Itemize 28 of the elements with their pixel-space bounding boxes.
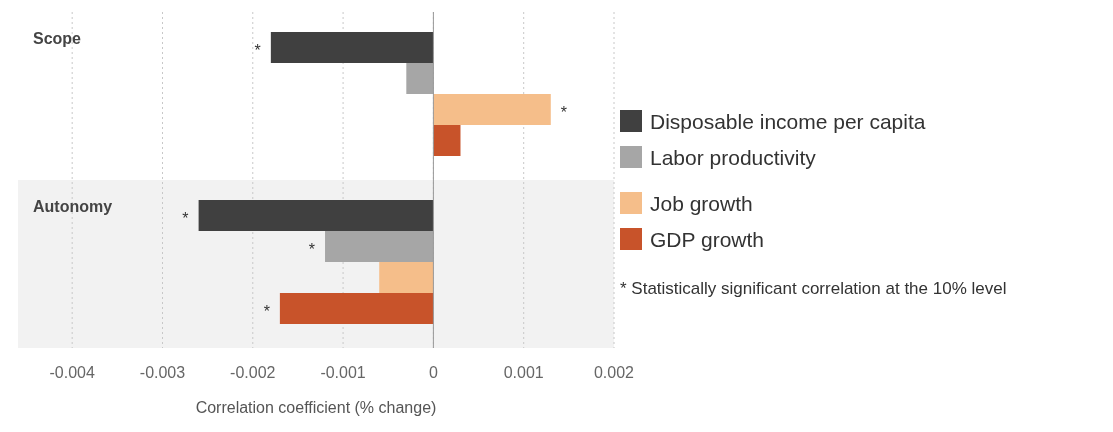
x-tick-label: -0.002 bbox=[230, 364, 276, 381]
x-tick-label: 0.001 bbox=[503, 364, 544, 381]
data-label: * bbox=[254, 41, 261, 59]
legend-label: Labor productivity bbox=[650, 146, 817, 169]
bar bbox=[433, 125, 461, 156]
y-tick-label: Autonomy bbox=[33, 198, 113, 215]
data-label: * bbox=[308, 240, 316, 258]
legend-label: GDP growth bbox=[650, 228, 764, 251]
bar bbox=[198, 200, 434, 231]
x-axis-title: Correlation coefficient (% change) bbox=[195, 399, 437, 416]
bar bbox=[433, 94, 551, 125]
x-tick-label: -0.004 bbox=[49, 364, 95, 381]
bar bbox=[325, 231, 434, 262]
legend-label: Job growth bbox=[650, 192, 753, 215]
bar bbox=[379, 262, 434, 293]
bar bbox=[279, 293, 434, 324]
x-tick-label: 0.002 bbox=[593, 364, 635, 381]
data-label: * bbox=[263, 302, 270, 320]
data-label: * bbox=[560, 103, 568, 121]
bar bbox=[270, 32, 434, 63]
text: * Statistically significant correlation at the 10% level bbox=[620, 279, 1007, 298]
x-tick-label: -0.001 bbox=[320, 364, 366, 381]
x-tick-label: 0 bbox=[428, 364, 438, 381]
data-label: * bbox=[182, 209, 189, 227]
legend-label: Disposable income per capita bbox=[650, 110, 926, 133]
y-tick-label: Scope bbox=[33, 30, 82, 47]
bar bbox=[406, 63, 434, 94]
x-tick-label: -0.003 bbox=[139, 364, 186, 381]
